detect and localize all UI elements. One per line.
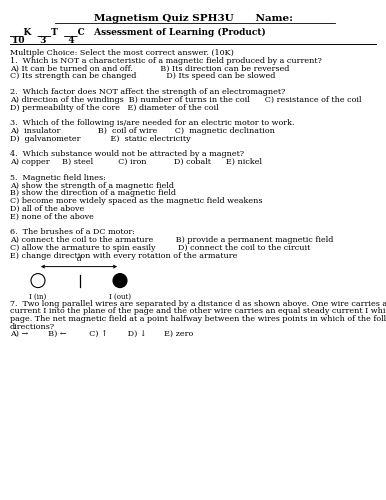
Text: E) change direction with every rotation of the armature: E) change direction with every rotation … [10, 252, 237, 260]
Text: C) Its strength can be changed            D) Its speed can be slowed: C) Its strength can be changed D) Its sp… [10, 72, 275, 80]
Text: C) become more widely spaced as the magnetic field weakens: C) become more widely spaced as the magn… [10, 197, 262, 205]
Text: D)  galvanometer            E)  static electricity: D) galvanometer E) static electricity [10, 135, 191, 143]
Text: A) direction of the windings  B) number of turns in the coil      C) resistance : A) direction of the windings B) number o… [10, 96, 362, 104]
Text: D) all of the above: D) all of the above [10, 205, 84, 213]
Text: Magnetism Quiz SPH3U      Name:: Magnetism Quiz SPH3U Name: [93, 14, 293, 23]
Text: Multiple Choice: Select the most correct answer. (10K): Multiple Choice: Select the most correct… [10, 49, 234, 57]
Text: d: d [76, 254, 81, 262]
Text: 10     3       4: 10 3 4 [12, 36, 74, 45]
Circle shape [113, 274, 127, 287]
Text: A) It can be turned on and off.           B) Its direction can be reversed: A) It can be turned on and off. B) Its d… [10, 64, 290, 72]
Text: 2.  Which factor does NOT affect the strength of an electromagnet?: 2. Which factor does NOT affect the stre… [10, 88, 285, 96]
Text: A)  insulator               B)  coil of wire       C)  magnetic declination: A) insulator B) coil of wire C) magnetic… [10, 127, 275, 135]
Text: E) none of the above: E) none of the above [10, 213, 94, 221]
Text: B) show the direction of a magnetic field: B) show the direction of a magnetic fiel… [10, 190, 176, 198]
Text: 4.  Which substance would not be attracted by a magnet?: 4. Which substance would not be attracte… [10, 150, 244, 158]
Text: ___K  ___T  ___C   Assessment of Learning (Product): ___K ___T ___C Assessment of Learning (P… [10, 28, 266, 37]
Text: current I into the plane of the page and the other wire carries an equal steady : current I into the plane of the page and… [10, 308, 386, 316]
Text: I (out): I (out) [109, 292, 131, 300]
Text: D) permeability of the core   E) diameter of the coil: D) permeability of the core E) diameter … [10, 104, 218, 112]
Text: I (in): I (in) [29, 292, 47, 300]
Text: C) allow the armature to spin easily         D) connect the coil to the circuit: C) allow the armature to spin easily D) … [10, 244, 310, 252]
Text: 6.  The brushes of a DC motor:: 6. The brushes of a DC motor: [10, 228, 135, 236]
Text: 1.  Which is NOT a characteristic of a magnetic field produced by a current?: 1. Which is NOT a characteristic of a ma… [10, 57, 322, 65]
Text: A) →        B) ←         C) ↑        D) ↓       E) zero: A) → B) ← C) ↑ D) ↓ E) zero [10, 331, 193, 339]
Text: 5.  Magnetic field lines:: 5. Magnetic field lines: [10, 174, 106, 182]
Text: 7.  Two long parallel wires are separated by a distance d as shown above. One wi: 7. Two long parallel wires are separated… [10, 300, 386, 308]
Text: directions?: directions? [10, 323, 55, 331]
Text: A) copper     B) steel          C) iron           D) cobalt      E) nickel: A) copper B) steel C) iron D) cobalt E) … [10, 158, 262, 166]
Text: 3.  Which of the following is/are needed for an electric motor to work.: 3. Which of the following is/are needed … [10, 119, 295, 127]
Text: A) connect the coil to the armature         B) provide a permanent magnetic fiel: A) connect the coil to the armature B) p… [10, 236, 334, 244]
Text: A) show the strength of a magnetic field: A) show the strength of a magnetic field [10, 182, 174, 190]
Text: page. The net magnetic field at a point halfway between the wires points in whic: page. The net magnetic field at a point … [10, 315, 386, 323]
